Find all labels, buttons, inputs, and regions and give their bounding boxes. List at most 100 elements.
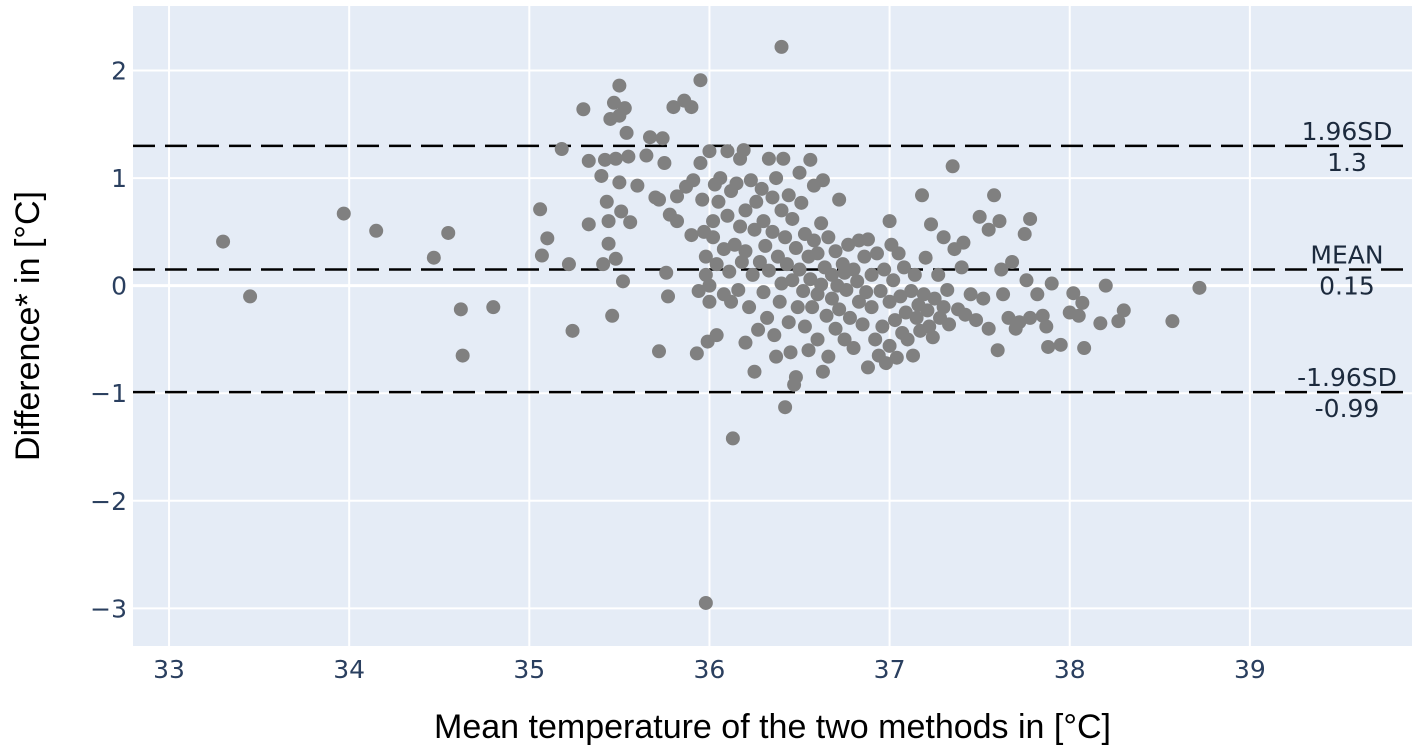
reference-line-name: 1.96SD [1302,117,1393,146]
data-point [882,338,897,353]
data-point [875,319,890,334]
data-point [819,308,834,323]
data-point [576,102,591,117]
data-point [873,284,888,299]
data-point [756,214,771,229]
data-point [581,217,596,232]
data-point [722,264,737,279]
data-point [767,328,782,343]
data-point [724,294,739,309]
data-point [747,364,762,379]
data-point [745,267,760,282]
tick-labels: 33 34 35 36 37 38 39 −3 −2 −1 0 1 2 [90,57,1266,684]
data-point [815,364,830,379]
data-point [924,217,939,232]
data-point [839,282,854,297]
data-point [621,149,636,164]
data-point [751,322,766,337]
data-point [702,278,717,293]
data-point [1053,337,1068,352]
y-tick-label: −1 [90,379,127,408]
data-point [915,188,930,203]
data-point [691,284,706,299]
reference-line-value: 0.15 [1319,272,1375,301]
data-point [956,235,971,250]
y-tick-label: −3 [90,594,127,623]
data-point [837,332,852,347]
data-point [713,171,728,186]
x-tick-label: 35 [513,655,545,684]
data-point [990,343,1005,358]
data-point [731,282,746,297]
reference-line-name: -1.96SD [1297,363,1397,392]
data-point [882,294,897,309]
data-point [702,294,717,309]
data-point [1035,308,1050,323]
data-point [810,246,825,261]
data-point [670,189,685,204]
data-point [608,251,623,266]
data-point [1111,314,1126,329]
data-point [706,230,721,245]
data-point [661,289,676,304]
data-point [1039,319,1054,334]
data-point [972,209,987,224]
data-point [738,335,753,350]
data-point [702,144,717,159]
data-point [1071,308,1086,323]
data-point [810,332,825,347]
data-point [897,260,912,275]
data-point [709,328,724,343]
data-point [832,302,847,317]
data-point [1077,341,1092,356]
data-point [904,284,919,299]
data-point [886,273,901,288]
data-point [754,181,769,196]
data-point [720,144,735,159]
data-point [1041,339,1056,354]
data-point [534,248,549,263]
data-point [1019,273,1034,288]
data-point [1044,276,1059,291]
data-point [1075,295,1090,310]
x-tick-label: 38 [1054,655,1086,684]
data-point [992,214,1007,229]
data-point [617,101,632,116]
data-point [709,257,724,272]
data-point [540,231,555,246]
data-point [605,308,620,323]
data-point [581,153,596,168]
data-point [909,310,924,325]
data-point [859,285,874,300]
data-point [615,274,630,289]
data-point [561,257,576,272]
data-point [882,214,897,229]
data-point [994,262,1009,277]
data-point [814,216,829,231]
data-point [706,214,721,229]
data-point [533,202,548,217]
data-point [920,303,935,318]
data-point [842,310,857,325]
data-point [803,272,818,287]
data-point [824,291,839,306]
reference-line-value: 1.3 [1327,148,1367,177]
data-point [369,223,384,238]
data-point [774,276,789,291]
x-tick-label: 34 [333,655,365,684]
data-point [918,250,933,265]
data-point [850,274,865,289]
data-point [752,255,767,269]
x-tick-label: 36 [694,655,726,684]
data-point [846,341,861,356]
data-point [608,151,623,166]
data-point [619,125,634,140]
data-point [945,159,960,174]
data-point [868,332,883,347]
data-point [643,130,658,145]
data-point [841,237,856,252]
data-point [652,192,667,207]
data-point [1005,255,1020,269]
